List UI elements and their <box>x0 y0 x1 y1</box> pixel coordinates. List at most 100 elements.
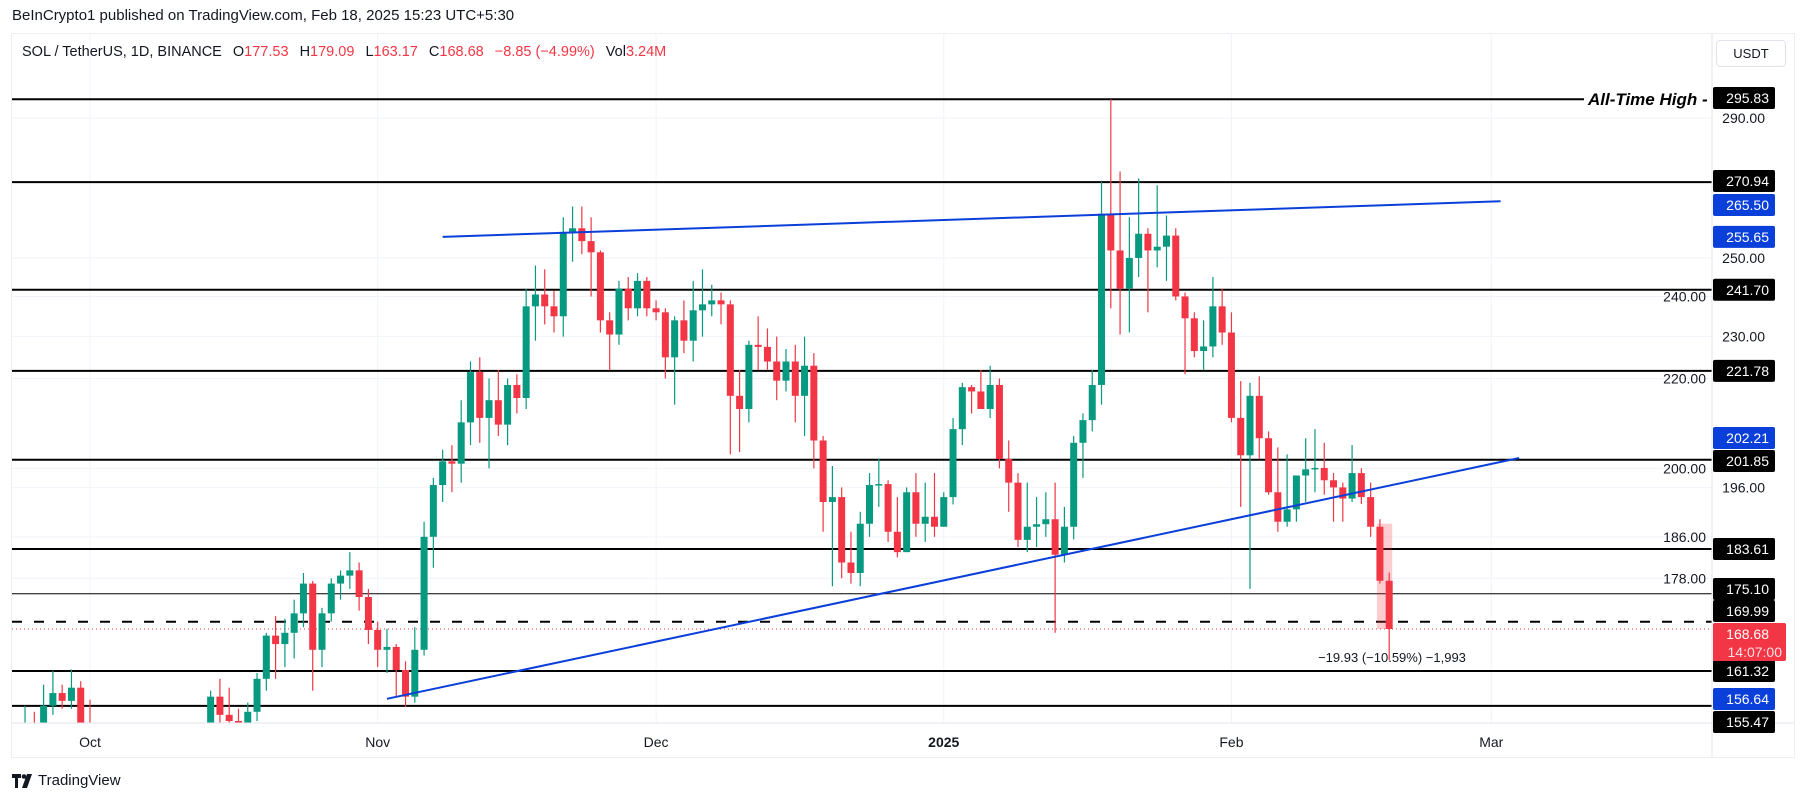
grid <box>12 34 1712 723</box>
candle-2024-12-16 <box>791 344 799 423</box>
candle-body <box>244 711 252 723</box>
price-tick-label: 220.00 <box>1663 371 1706 387</box>
candle-2024-11-12 <box>476 357 484 443</box>
candle-body <box>1255 395 1263 439</box>
candle-body <box>392 646 400 671</box>
candle-2024-11-16 <box>513 374 521 414</box>
level-price-label: 241.70 <box>1713 278 1775 301</box>
candle-2024-10-10 <box>170 772 177 803</box>
price-label-text: 175.10 <box>1726 581 1769 597</box>
trendline-price-label: 156.64 <box>1713 688 1775 710</box>
level-price-label: 201.85 <box>1713 450 1775 472</box>
candle-body <box>151 752 158 765</box>
candle-2025-01-24 <box>1153 185 1161 268</box>
candle-2025-01-30 <box>1209 277 1217 358</box>
tradingview-brand[interactable]: TradingView <box>12 772 121 789</box>
time-axis[interactable]: Oct Nov Dec 2025 Feb Mar <box>79 734 1504 750</box>
candle-body <box>272 635 280 645</box>
candle-2024-12-15 <box>782 348 790 392</box>
candle-2024-12-25 <box>875 459 883 507</box>
price-axis[interactable]: 290.00 250.00 240.00 230.00 220.00 200.00 196.… <box>1663 110 1765 586</box>
candle-body <box>1042 519 1050 525</box>
candle-body <box>940 497 948 527</box>
candle-2024-12-09 <box>726 300 734 455</box>
candle-body <box>596 252 604 321</box>
candle-body <box>3 772 10 782</box>
candle-2024-09-29 <box>67 669 75 709</box>
candle-body <box>847 562 855 573</box>
candle-body <box>513 384 521 398</box>
candle-2024-10-30 <box>355 562 363 611</box>
candle-body <box>531 294 539 307</box>
candle-2025-01-08 <box>1005 440 1013 512</box>
candle-2024-10-24 <box>299 572 307 628</box>
level-price-label: 175.10 <box>1713 578 1775 600</box>
candle-body <box>262 635 270 679</box>
candle-body <box>1237 417 1245 456</box>
candle-body <box>1330 480 1338 488</box>
candle-body <box>105 791 112 798</box>
candle-2024-11-07 <box>429 477 437 568</box>
candle-body <box>485 400 493 418</box>
candles <box>3 99 1393 803</box>
price-tick-label: 240.00 <box>1663 288 1706 304</box>
candle-body <box>810 365 818 441</box>
candle-body <box>550 306 558 317</box>
candle-2024-12-28 <box>903 487 911 553</box>
candle-2024-10-19 <box>253 672 261 721</box>
publisher-line: BeInCrypto1 published on TradingView.com… <box>12 7 515 24</box>
candle-2025-01-31 <box>1218 288 1226 345</box>
candle-2025-01-09 <box>1014 473 1022 548</box>
candle-2025-02-02 <box>1237 381 1245 507</box>
candle-body <box>1088 384 1096 421</box>
candle-body <box>1246 395 1254 456</box>
symbol-info[interactable]: SOL / TetherUS, 1D, BINANCE <box>22 44 222 60</box>
currency-button[interactable]: USDT <box>1716 40 1786 67</box>
candle-2024-11-25 <box>596 250 604 333</box>
candle-2024-10-27 <box>327 578 335 622</box>
candle-body <box>782 361 790 381</box>
measure-range-box <box>1376 523 1393 629</box>
candle-body <box>1098 213 1106 385</box>
level-price-label: 295.83 <box>1713 87 1775 109</box>
candle-2024-12-08 <box>717 292 725 325</box>
candle-2024-11-30 <box>643 277 651 317</box>
price-tick-label: 186.00 <box>1663 529 1706 545</box>
candle-2024-12-03 <box>671 316 679 405</box>
candle-body <box>1153 246 1161 251</box>
candle-body <box>606 320 614 335</box>
candle-body <box>40 705 48 723</box>
candle-body <box>1172 235 1180 297</box>
level-price-label: 169.99 <box>1713 600 1775 622</box>
price-tick-label: 290.00 <box>1722 110 1765 126</box>
candle-body <box>133 752 140 778</box>
level-price-label: 161.32 <box>1713 660 1775 683</box>
candle-body <box>689 310 697 341</box>
candle-body <box>1060 526 1068 555</box>
candle-2025-02-16 <box>1367 482 1375 537</box>
time-tick-label: Dec <box>644 734 669 750</box>
candle-body <box>402 670 410 697</box>
candle-2024-11-22 <box>569 206 577 262</box>
candle-body <box>253 678 261 712</box>
candle-2024-10-05 <box>124 752 131 784</box>
candle-2024-12-14 <box>773 336 781 401</box>
price-label-text: 183.61 <box>1726 541 1769 557</box>
candle-body <box>142 752 149 754</box>
candle-2025-01-14 <box>1060 506 1068 563</box>
price-label-text: 265.50 <box>1726 197 1769 213</box>
price-labels: All-Time High -295.83270.94241.70221.782… <box>1587 87 1786 733</box>
candle-2024-10-13 <box>198 740 205 772</box>
candle-2025-01-28 <box>1190 312 1198 358</box>
candle-2024-12-10 <box>736 369 744 453</box>
candle-2024-10-01 <box>89 699 91 723</box>
candle-body <box>1348 473 1356 499</box>
price-label-text: 202.21 <box>1726 430 1769 446</box>
candle-2024-10-11 <box>179 752 186 803</box>
candle-2024-09-30 <box>77 681 85 723</box>
candle-2024-12-19 <box>819 435 827 532</box>
candle-body <box>420 536 428 650</box>
candle-body <box>1107 213 1115 251</box>
candle-2024-11-24 <box>587 217 595 297</box>
